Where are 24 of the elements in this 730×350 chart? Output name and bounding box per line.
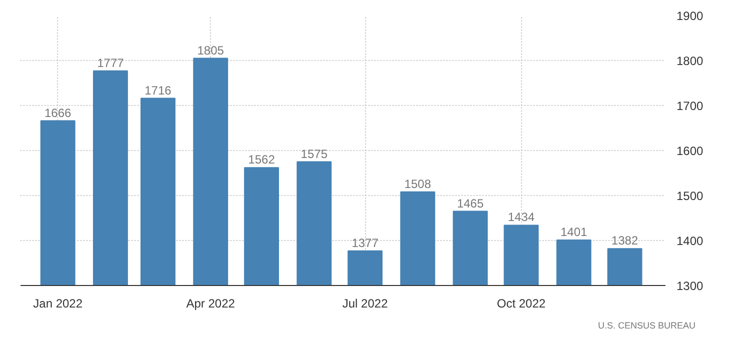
y-tick-label: 1600 xyxy=(676,144,704,158)
y-tick-label: 1900 xyxy=(676,9,704,23)
data-label: 1805 xyxy=(197,43,224,58)
data-label: 1465 xyxy=(456,196,484,210)
data-label: 1434 xyxy=(508,210,535,224)
data-label: 1508 xyxy=(404,176,432,191)
data-label: 1377 xyxy=(352,236,379,250)
y-tick-label: 1700 xyxy=(676,99,704,113)
x-tick-label: Jul 2022 xyxy=(342,296,388,310)
data-label: 1401 xyxy=(560,225,588,240)
data-label: 1777 xyxy=(97,56,124,70)
x-tick-label: Jan 2022 xyxy=(33,296,83,310)
x-tick-label: Oct 2022 xyxy=(496,296,546,310)
x-tick-label: Apr 2022 xyxy=(186,296,236,310)
data-label: 1575 xyxy=(300,146,328,161)
data-label: 1666 xyxy=(44,106,72,120)
y-tick-label: 1300 xyxy=(676,279,704,293)
data-label: 1562 xyxy=(248,152,276,167)
y-tick-label: 1500 xyxy=(676,189,704,203)
data-label: 1716 xyxy=(144,83,172,98)
y-tick-label: 1800 xyxy=(676,54,704,68)
text: U.S. CENSUS BUREAU xyxy=(598,320,696,330)
y-tick-label: 1400 xyxy=(676,234,704,248)
data-label: 1382 xyxy=(611,234,638,248)
